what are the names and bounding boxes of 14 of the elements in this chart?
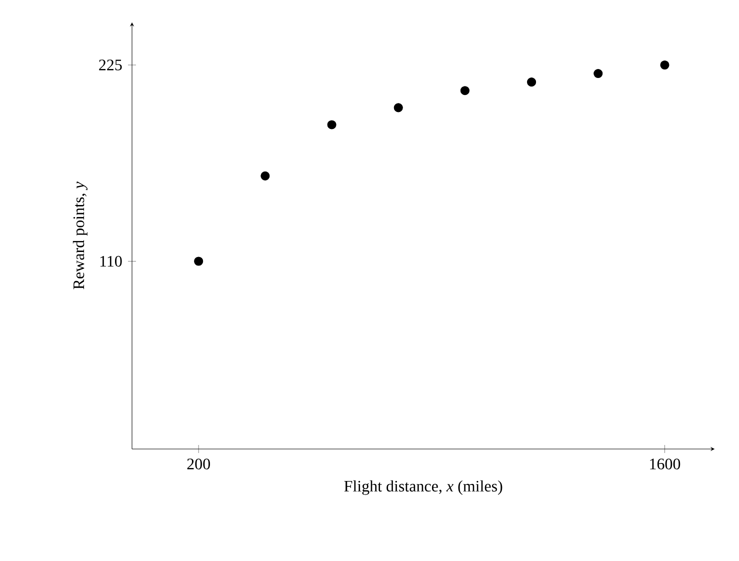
point (327, 120, 336, 130)
point (194, 256, 204, 266)
x-axis-title: Flight distance, x (miles) (344, 480, 502, 495)
point (260, 171, 270, 180)
x-tick-label: 1600 (650, 458, 680, 470)
y-tick-label: 225 (99, 60, 122, 70)
y-tick-label: 110 (100, 256, 122, 267)
point (594, 68, 603, 78)
x-tick-label: 200 (187, 458, 210, 470)
point (660, 60, 670, 70)
point (527, 78, 536, 87)
point (460, 86, 470, 96)
y-axis-title: Reward points, y (72, 182, 88, 290)
point (394, 103, 403, 112)
